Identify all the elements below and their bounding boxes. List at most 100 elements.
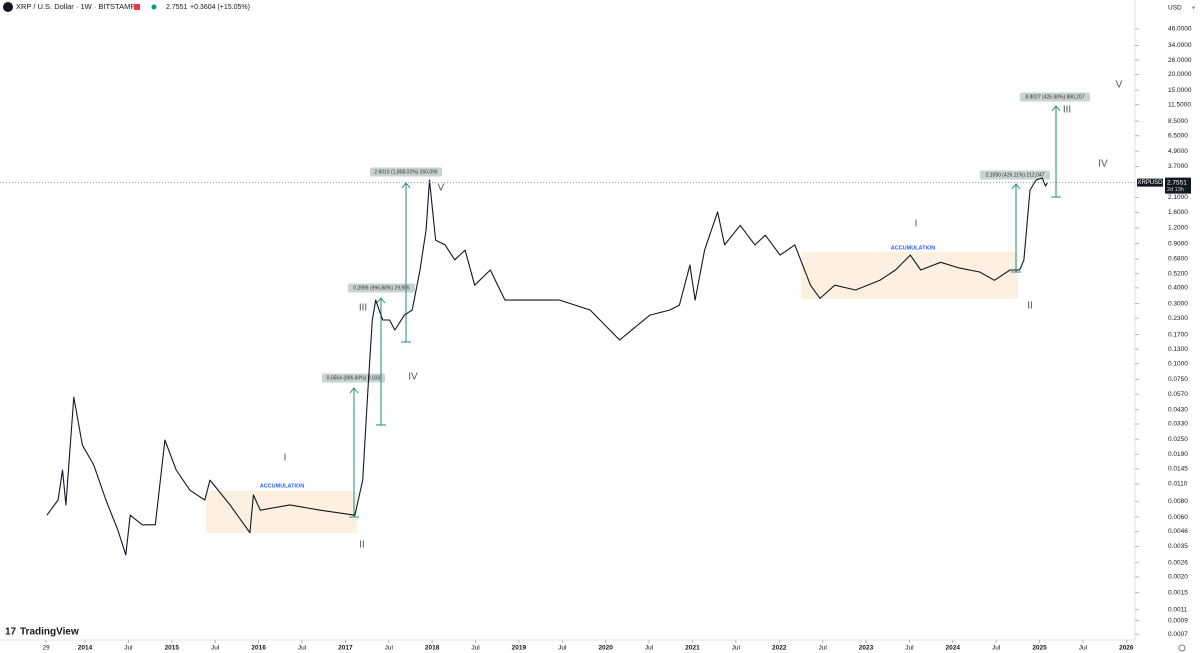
accumulation-label: ACCUMULATION	[260, 483, 305, 489]
x-tick-label: 2014	[78, 645, 93, 652]
x-tick-label: Jul	[385, 645, 394, 652]
market-status	[151, 4, 157, 10]
symbol-tag	[1137, 178, 1163, 187]
wave-label: IV	[408, 372, 418, 383]
measure-label: 2.6010 (1,808.02%) 260,095	[374, 169, 438, 175]
y-tick-label: 4.9000	[1168, 148, 1188, 155]
y-tick-label: 3.7000	[1168, 163, 1188, 170]
dropdown-icon[interactable]: ▾	[1192, 6, 1195, 12]
y-tick-label: 0.0011	[1168, 606, 1188, 613]
x-tick-label: Jul	[818, 645, 827, 652]
y-tick-label: 0.0145	[1168, 466, 1188, 473]
y-tick-label: 0.1000	[1168, 360, 1188, 367]
x-tick-label: Jul	[298, 645, 307, 652]
wave-label: I	[284, 453, 287, 464]
x-tick-label: Jul	[211, 645, 220, 652]
y-tick-label: 0.0110	[1168, 481, 1188, 488]
y-tick-label: 0.0035	[1168, 543, 1188, 550]
y-tick-label: 0.0015	[1168, 589, 1188, 596]
x-tick-label: 2019	[512, 645, 527, 652]
x-tick-label: Jul	[732, 645, 741, 652]
y-tick-label: 6.5000	[1168, 133, 1188, 140]
x-tick-label: 2024	[946, 645, 961, 652]
y-tick-label: 0.0060	[1168, 514, 1188, 521]
x-tick-label: 2021	[685, 645, 700, 652]
y-tick-label: 0.0009	[1168, 617, 1188, 624]
x-tick-label: Jul	[905, 645, 914, 652]
measure-label: 0.2999 (996.88%) 29,905	[353, 285, 410, 291]
measure-arrow	[349, 387, 359, 394]
y-tick-label: 15.0000	[1168, 87, 1192, 94]
accumulation-label: ACCUMULATION	[891, 245, 936, 251]
plot	[0, 177, 1135, 556]
y-tick-label: 0.1300	[1168, 346, 1188, 353]
measure-box	[370, 167, 442, 177]
measure-label: 2.1090 (426.11%) 212,047	[986, 172, 1045, 178]
price-line	[46, 177, 1048, 556]
y-tick-label: 0.6800	[1168, 256, 1188, 263]
x-tick-label: 2025	[1032, 645, 1047, 652]
symbol-tag-label: XRPUSD	[1137, 180, 1163, 186]
x-tick-label: Jul	[645, 645, 654, 652]
wave-label: II	[1027, 301, 1033, 312]
x-tick-label: 2023	[859, 645, 874, 652]
y-tick-label: 0.0430	[1168, 406, 1188, 413]
y-tick-label: 0.2300	[1168, 315, 1188, 322]
measure-box	[1020, 92, 1090, 102]
wave-label: IV	[1098, 159, 1108, 170]
x-tick-label: Jul	[558, 645, 567, 652]
y-tick-label: 0.4000	[1168, 285, 1188, 292]
x-tick-label: Jul	[1079, 645, 1088, 652]
price-tag	[1165, 177, 1191, 194]
wave-label: V	[1116, 80, 1123, 91]
measure-arrow	[1051, 105, 1061, 112]
wave-label: I	[915, 219, 918, 230]
y-tick-label: 1.6000	[1168, 209, 1188, 216]
wave-label: II	[359, 540, 365, 551]
x-tick-label: 2018	[425, 645, 440, 652]
measure-label: 0.0564 (896.80%) 0.033	[327, 375, 381, 381]
status-icon	[134, 4, 140, 10]
x-tick-label: 2026	[1119, 645, 1134, 652]
overlay: XRP / U.S. Dollar · 1W · BITSTAMP 2.7551…	[3, 2, 1195, 652]
accumulation-zone	[801, 252, 1018, 299]
x-tick-label: 2015	[165, 645, 180, 652]
y-tick-label: 0.0046	[1168, 528, 1188, 535]
y-tick-label: 0.1700	[1168, 331, 1188, 338]
price-change: +0.3604 (+15.05%)	[190, 4, 250, 11]
brand-logo: 17	[5, 627, 17, 638]
y-tick-label: 0.0080	[1168, 498, 1188, 505]
y-tick-label: 0.0020	[1168, 574, 1188, 581]
brand: TradingView	[20, 627, 79, 638]
x-tick-label: Jul	[471, 645, 480, 652]
x-tick-label: 2016	[251, 645, 266, 652]
y-tick-label: 0.0250	[1168, 436, 1188, 443]
measure-box	[348, 283, 415, 293]
x-tick-label: Jul	[992, 645, 1001, 652]
y-tick-label: 26.0000	[1168, 57, 1192, 64]
y-tick-label: 0.0330	[1168, 421, 1188, 428]
measure-box	[980, 170, 1050, 180]
x-tick-label: 2020	[598, 645, 613, 652]
x-tick-label: Jul	[124, 645, 133, 652]
measure-arrow	[376, 297, 386, 304]
price-tag-label: 2.7551	[1167, 179, 1187, 186]
countdown-label: 2d 13h	[1167, 187, 1184, 193]
measure-label: 8.8027 (426.60%) 880,207	[1025, 94, 1084, 100]
y-tick-label: 0.3000	[1168, 300, 1188, 307]
y-tick-label: 34.0000	[1168, 42, 1192, 49]
y-tick-label: 0.9000	[1168, 240, 1188, 247]
annotations: ACCUMULATIONACCUMULATIONIIIIIIIVVIIIIIII…	[206, 80, 1123, 551]
y-tick-label: 8.5000	[1168, 118, 1188, 125]
y-tick-label: 0.0026	[1168, 559, 1188, 566]
y-tick-label: 0.0750	[1168, 376, 1188, 383]
settings-icon[interactable]	[1178, 644, 1186, 652]
wave-label: III	[1063, 105, 1071, 116]
currency-selector[interactable]: USD	[1168, 5, 1182, 12]
y-tick-label: 0.0007	[1168, 631, 1188, 638]
y-tick-label: 2.1000	[1168, 194, 1188, 201]
y-tick-label: 11.5000	[1168, 101, 1191, 108]
y-tick-label: 0.5200	[1168, 270, 1188, 277]
